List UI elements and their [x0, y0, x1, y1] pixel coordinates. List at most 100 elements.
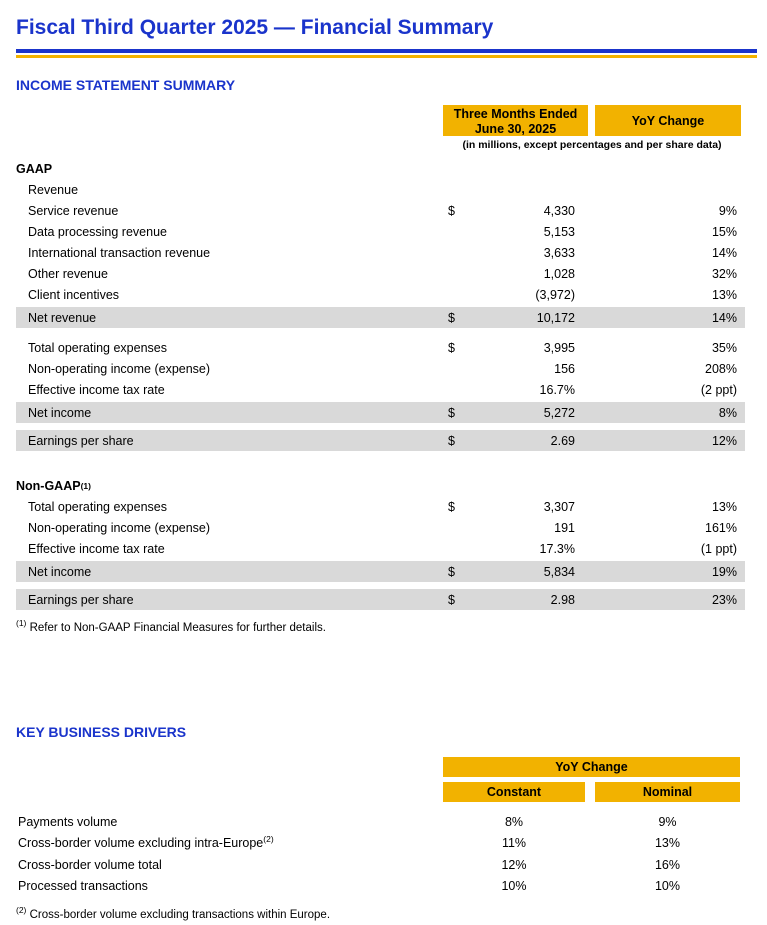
nominal-value: 10%: [654, 879, 681, 894]
amount-value: 5,834: [543, 564, 575, 579]
table-row: International transaction revenue 3,633 14…: [16, 242, 745, 263]
row-label: Non-operating income (expense): [28, 520, 211, 535]
amount-value: 1,028: [543, 266, 575, 281]
yoy-value: (1 ppt): [700, 541, 737, 556]
table-row: Revenue: [16, 179, 745, 200]
dollar-sign: $: [448, 499, 455, 514]
yoy-column-header: YoY Change: [595, 105, 741, 136]
table-row: Net revenue $10,172 14%: [16, 307, 745, 328]
table-row: Payments volume 8% 9%: [16, 811, 745, 833]
row-label: Cross-border volume total: [18, 857, 162, 872]
amount-value: 2.69: [550, 433, 575, 448]
period-header-line2: June 30, 2025: [474, 121, 557, 136]
amount-value: 3,995: [543, 340, 575, 355]
table-row: Earnings per share $2.69 12%: [16, 430, 745, 451]
row-label: Non-operating income (expense): [28, 361, 211, 376]
table-row: Non-operating income (expense) 191 161%: [16, 517, 745, 538]
yoy-value: 14%: [711, 310, 737, 325]
row-label: Total operating expenses: [28, 499, 167, 514]
page-content: INCOME STATEMENT SUMMARY Three Months En…: [16, 77, 745, 921]
income-statement-heading: INCOME STATEMENT SUMMARY: [16, 77, 236, 93]
yoy-value: 15%: [711, 224, 737, 239]
yoy-value: 12%: [711, 433, 737, 448]
row-label: Earnings per share: [28, 433, 134, 448]
table-row: Other revenue 1,028 32%: [16, 263, 745, 284]
row-label: Client incentives: [28, 287, 120, 302]
constant-value: 12%: [501, 857, 527, 872]
table-row: Total operating expenses $3,995 35%: [16, 337, 745, 358]
row-label: Other revenue: [28, 266, 108, 281]
blue-rule: [16, 49, 757, 53]
period-column-header: Three Months Ended June 30, 2025: [443, 105, 588, 136]
table-row: Net income $5,834 19%: [16, 561, 745, 582]
row-label: Cross-border volume excluding intra-Euro…: [18, 834, 274, 851]
yoy-value: 13%: [711, 499, 737, 514]
row-label: Net income: [28, 564, 92, 579]
yoy-value: 32%: [711, 266, 737, 281]
dollar-sign: $: [448, 203, 455, 218]
table-row: Non-operating income (expense) 156 208%: [16, 358, 745, 379]
kbd-subheader-row: Constant Nominal: [16, 782, 745, 802]
period-header-line1: Three Months Ended: [453, 107, 578, 121]
yoy-value: 9%: [718, 203, 737, 218]
row-label: Revenue: [28, 182, 79, 197]
row-label: Effective income tax rate: [28, 382, 165, 397]
gold-rule: [16, 55, 757, 58]
page-title: Fiscal Third Quarter 2025 — Financial Su…: [16, 16, 494, 39]
amount-value: 16.7%: [539, 382, 575, 397]
row-label: Service revenue: [28, 203, 119, 218]
gaap-rows: Revenue Service revenue $4,330 9% Data proce…: [16, 179, 745, 451]
amount-value: 4,330: [543, 203, 575, 218]
footnote-1: (1) Refer to Non-GAAP Financial Measures…: [16, 619, 745, 634]
footnote-2-text: Cross-border volume excluding transactio…: [29, 909, 331, 921]
amount-value: 156: [554, 361, 575, 376]
table-row: Net income $5,272 8%: [16, 402, 745, 423]
units-note: (in millions, except percentages and per…: [462, 139, 722, 151]
dollar-sign: $: [448, 564, 455, 579]
amount-value: (3,972): [535, 287, 575, 302]
row-label: Processed transactions: [18, 879, 148, 894]
yoy-value: 35%: [711, 340, 737, 355]
table-row: Processed transactions 10% 10%: [16, 876, 745, 898]
dollar-sign: $: [448, 340, 455, 355]
kbd-rows: Payments volume 8% 9% Cross-border volume e…: [16, 811, 745, 897]
row-label: International transaction revenue: [28, 245, 211, 260]
row-label: Earnings per share: [28, 592, 134, 607]
amount-value: 17.3%: [539, 541, 575, 556]
row-label: Data processing revenue: [28, 224, 167, 239]
table-row: Client incentives (3,972) 13%: [16, 284, 745, 305]
yoy-value: (2 ppt): [700, 382, 737, 397]
key-business-drivers-heading: KEY BUSINESS DRIVERS: [16, 724, 187, 740]
row-label: Net revenue: [28, 310, 97, 325]
amount-value: 2.98: [550, 592, 575, 607]
yoy-value: 208%: [705, 361, 737, 376]
yoy-value: 8%: [718, 405, 737, 420]
non-gaap-rows: Total operating expenses $3,307 13% Non-ope…: [16, 496, 745, 610]
yoy-value: 13%: [711, 287, 737, 302]
amount-value: 5,153: [543, 224, 575, 239]
constant-value: 11%: [501, 836, 527, 851]
yoy-value: 14%: [711, 245, 737, 260]
table-row: Effective income tax rate 17.3% (1 ppt): [16, 538, 745, 559]
amount-value: 5,272: [543, 405, 575, 420]
nominal-value: 9%: [658, 814, 677, 829]
table-row: Earnings per share $2.98 23%: [16, 589, 745, 610]
footnote-2: (2) Cross-border volume excluding transa…: [16, 906, 745, 921]
footnote-1-marker: (1): [16, 618, 27, 629]
amount-value: 3,307: [543, 499, 575, 514]
table-row: Data processing revenue 5,153 15%: [16, 221, 745, 242]
table-row: Total operating expenses $3,307 13%: [16, 496, 745, 517]
row-label: Total operating expenses: [28, 340, 167, 355]
income-statement-column-headers: Three Months Ended June 30, 2025 YoY Cha…: [16, 105, 745, 136]
table-row: Effective income tax rate 16.7% (2 ppt): [16, 379, 745, 400]
footnote-1-text: Refer to Non-GAAP Financial Measures for…: [29, 622, 326, 634]
dollar-sign: $: [448, 310, 455, 325]
table-row: Cross-border volume total 12% 16%: [16, 854, 745, 876]
nominal-value: 16%: [654, 857, 681, 872]
footnote-2-marker: (2): [16, 905, 27, 916]
amount-value: 191: [554, 520, 575, 535]
constant-value: 10%: [501, 879, 527, 894]
table-row: Service revenue $4,330 9%: [16, 200, 745, 221]
yoy-value: 23%: [711, 592, 737, 607]
table-row: Cross-border volume excluding intra-Euro…: [16, 833, 745, 855]
